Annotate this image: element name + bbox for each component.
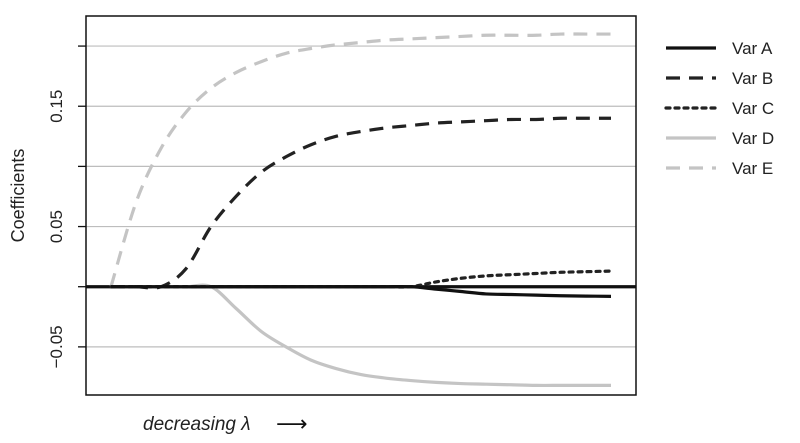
y-tick-label: 0.05 — [47, 210, 66, 243]
y-axis: −0.05 0.05 0.15 — [47, 45, 86, 368]
x-axis-label: decreasing λ — [143, 414, 251, 435]
series-line-var-c — [109, 269, 613, 289]
plot-frame — [85, 15, 637, 396]
y-tick-label: −0.05 — [47, 325, 66, 368]
legend-label: Var E — [732, 159, 773, 178]
legend: Var A Var B Var C Var D Var E — [664, 39, 774, 178]
series-line-var-d — [110, 283, 611, 388]
x-axis-label-group: decreasing λ ⟶ — [143, 412, 308, 437]
legend-label: Var B — [732, 69, 773, 88]
series-line-var-a — [110, 284, 612, 298]
series-line-var-b — [110, 116, 611, 290]
gridlines — [86, 45, 636, 348]
y-axis-label: Coefficients — [8, 149, 28, 243]
y-tick-label: 0.15 — [47, 90, 66, 123]
series-line-var-e — [109, 32, 611, 288]
series-group — [109, 32, 613, 388]
legend-label: Var C — [732, 99, 774, 118]
decreasing-lambda-arrow-icon: ⟶ — [276, 412, 308, 437]
legend-label: Var A — [732, 39, 773, 58]
legend-label: Var D — [732, 129, 774, 148]
